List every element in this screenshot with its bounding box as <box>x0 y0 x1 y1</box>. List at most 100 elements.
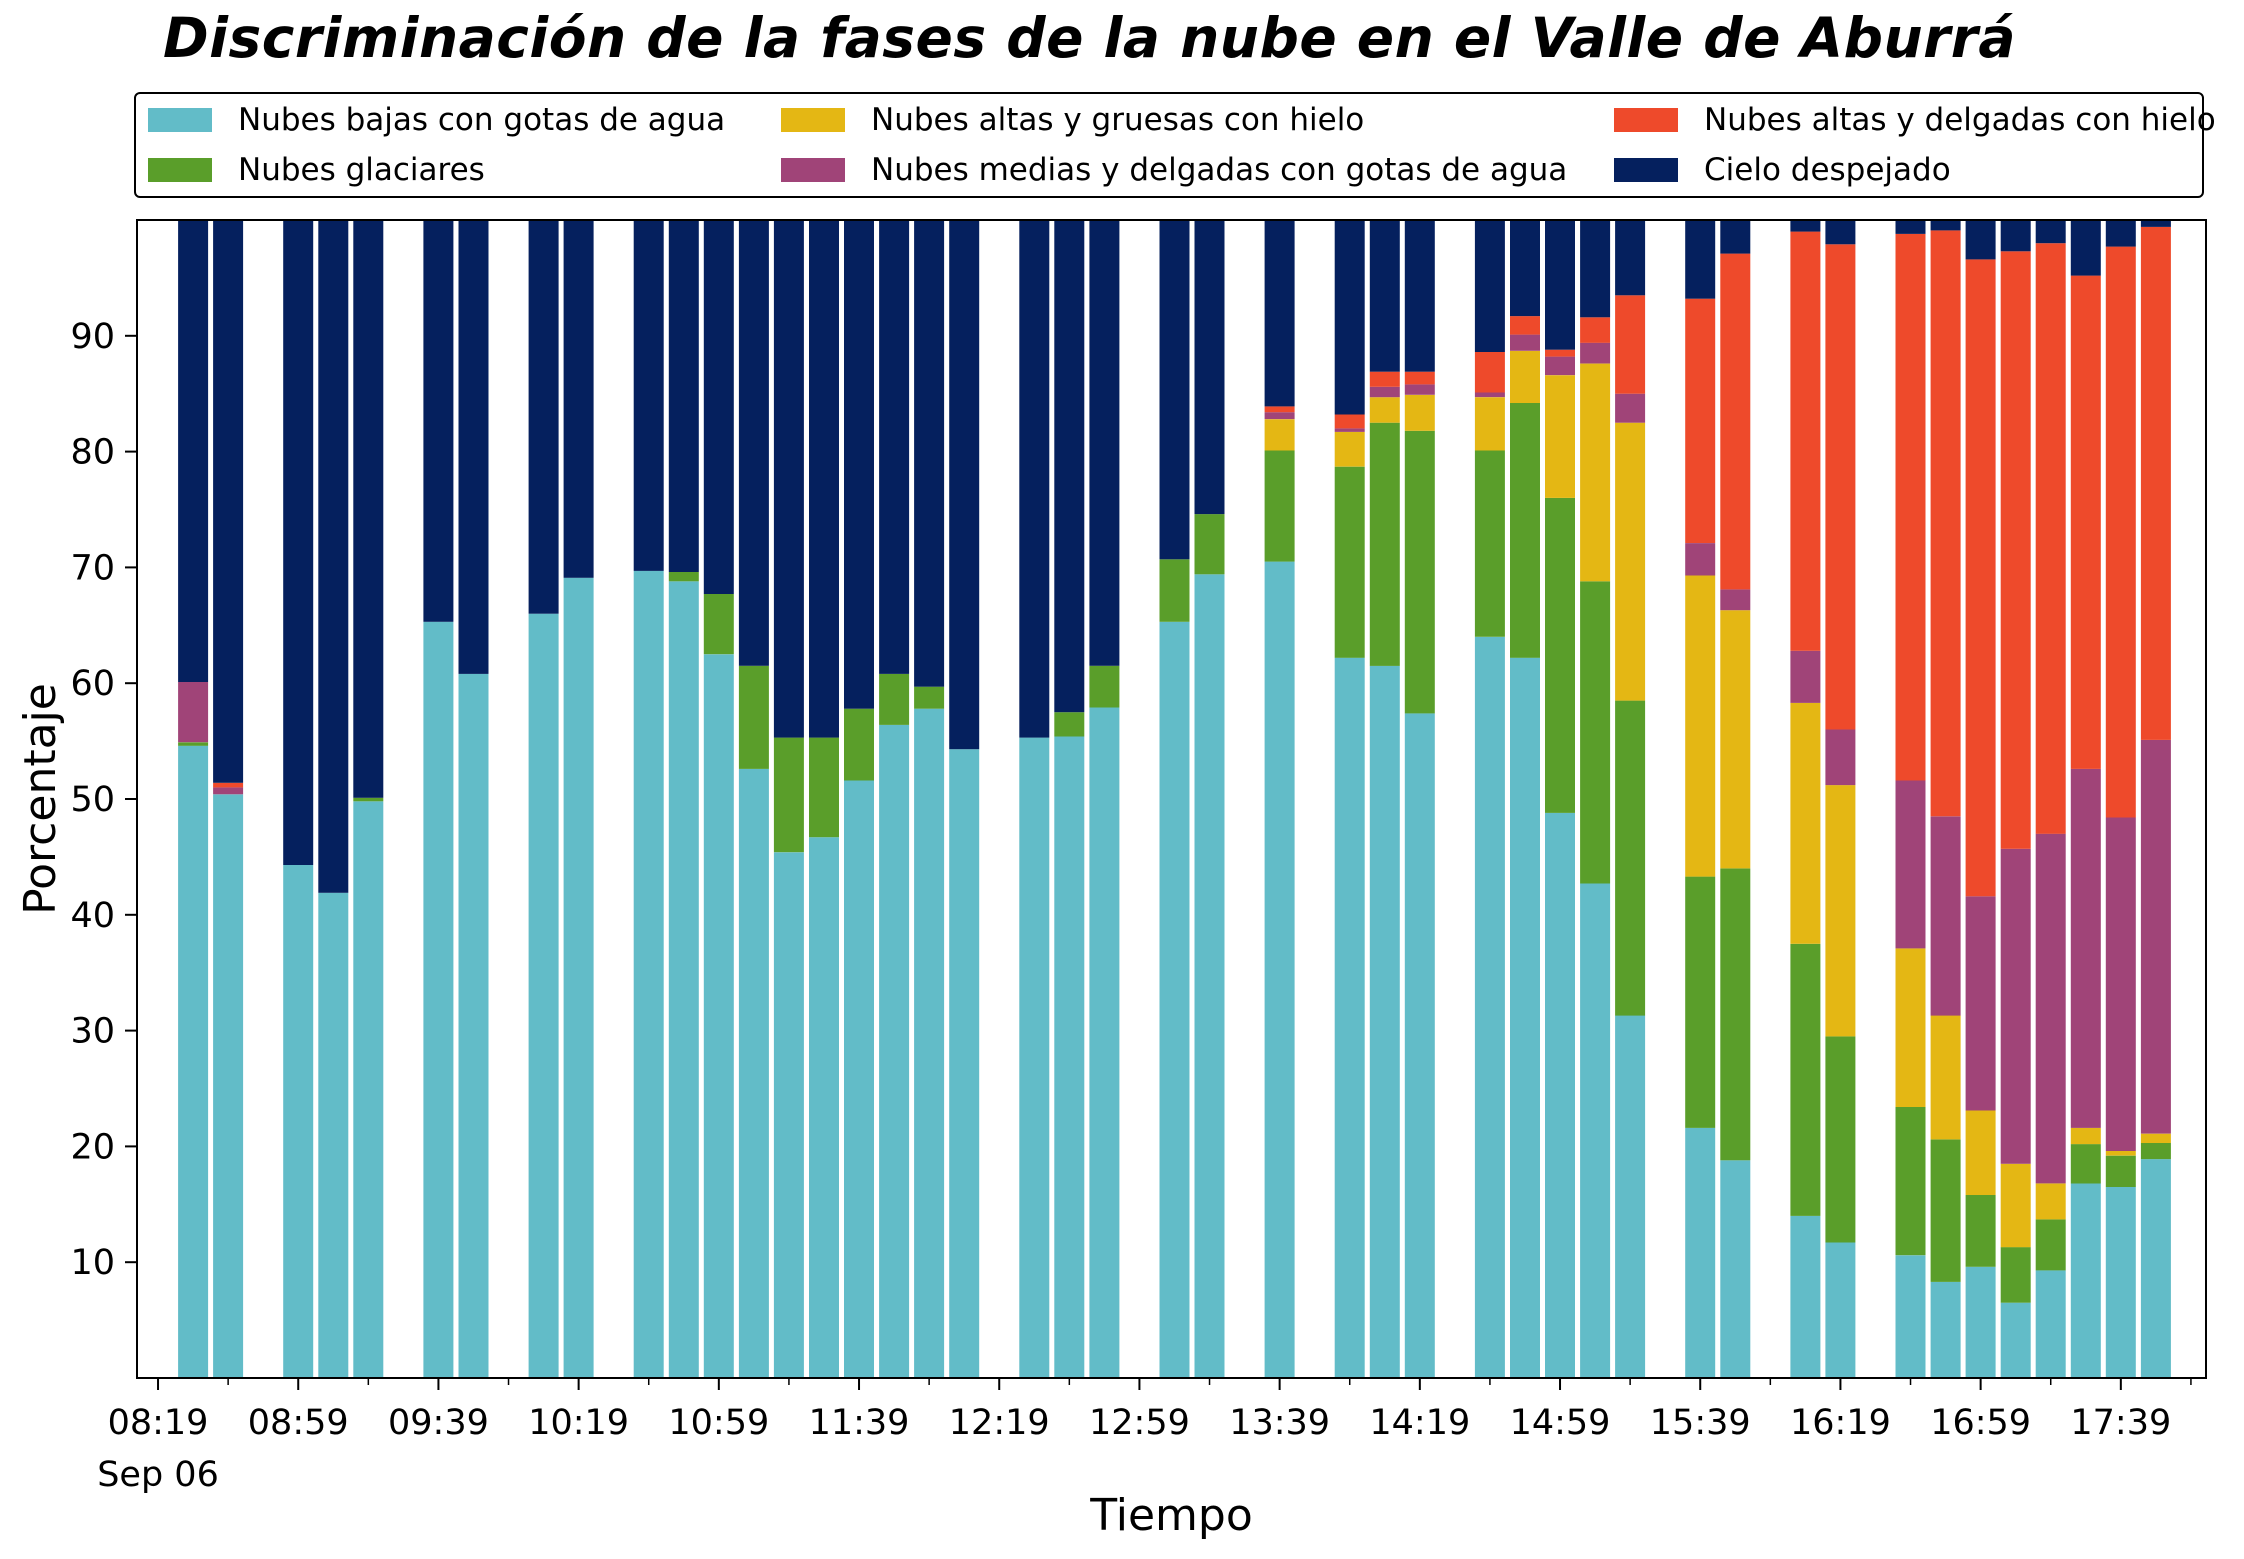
bar-segment <box>668 581 699 1378</box>
bar-segment <box>178 682 209 743</box>
bar-segment <box>879 673 910 725</box>
bar-segment <box>283 865 314 1378</box>
x-tick-label: 13:39 <box>1229 1403 1330 1443</box>
x-tick-label: 10:19 <box>528 1403 629 1443</box>
legend-label: Nubes bajas con gotas de agua <box>238 102 726 138</box>
legend-item: Nubes medias y delgadas con gotas de agu… <box>781 150 1567 190</box>
bar-segment <box>844 220 874 709</box>
y-tick-label: 50 <box>70 780 115 820</box>
bar-segment <box>1474 450 1505 637</box>
bar-segment <box>2140 1133 2171 1143</box>
x-tick-label: 08:59 <box>248 1403 349 1443</box>
bar-segment <box>178 745 209 1378</box>
y-tick-label: 40 <box>70 896 115 936</box>
bar-segment <box>563 220 594 578</box>
bar-segment <box>423 621 454 1378</box>
legend-swatch <box>1614 158 1678 182</box>
bar-segment <box>1054 712 1085 737</box>
bar-segment <box>949 220 980 750</box>
legend-label: Nubes altas y gruesas con hielo <box>871 102 1365 138</box>
bar-segment <box>2000 251 2031 849</box>
legend-item: Nubes glaciares <box>148 150 485 190</box>
bar-segment <box>2105 1186 2136 1378</box>
bar-segment <box>1685 298 1716 543</box>
bar-segment <box>844 780 874 1378</box>
legend: Nubes bajas con gotas de agua Nubes glac… <box>134 92 2216 198</box>
x-tick-label: 14:19 <box>1369 1403 1470 1443</box>
x-tick-label: 15:39 <box>1650 1403 1751 1443</box>
bar-segment <box>949 749 980 1378</box>
x-tick-label: 16:19 <box>1790 1403 1891 1443</box>
bar-segment <box>1720 868 1751 1161</box>
y-tick-label: 60 <box>70 664 115 704</box>
bar-segment <box>914 686 945 709</box>
bar-segment <box>1019 220 1050 738</box>
bar-segment <box>1404 384 1435 395</box>
bar-segment <box>458 220 489 674</box>
bar-segment <box>1264 412 1295 420</box>
bar-segment <box>1825 1036 1856 1243</box>
x-tick-label: 09:39 <box>388 1403 489 1443</box>
x-tick-label: 17:39 <box>2070 1403 2171 1443</box>
bar-segment <box>1615 295 1646 394</box>
bar-segment <box>1790 943 1821 1216</box>
bar-segment <box>1965 1266 1996 1378</box>
bar-segment <box>1404 713 1435 1378</box>
bar-segment <box>353 801 384 1378</box>
bar-segment <box>1825 220 1856 245</box>
bar-segment <box>2070 220 2101 276</box>
legend-label: Cielo despejado <box>1704 152 1951 188</box>
y-tick-label: 70 <box>70 548 115 588</box>
bar-segment <box>1159 559 1190 622</box>
y-axis-label: Porcentaje <box>15 683 66 915</box>
bar-segment <box>914 708 945 1378</box>
bar-segment <box>1089 665 1120 708</box>
bar-segment <box>1825 785 1856 1037</box>
bar-segment <box>1615 393 1646 423</box>
bar-segment <box>1159 220 1190 560</box>
bar-segment <box>1545 497 1575 813</box>
bar-segment <box>2070 768 2101 1128</box>
bar-segment <box>1194 574 1225 1378</box>
bar-segment <box>773 220 804 738</box>
bar-segment <box>1369 422 1400 666</box>
bar-segment <box>1334 220 1365 415</box>
bar-segment <box>1264 220 1295 407</box>
legend-label: Nubes altas y delgadas con hielo <box>1704 102 2216 138</box>
bar-segment <box>1194 220 1225 515</box>
bar-segment <box>703 594 734 655</box>
bar-segment <box>1510 334 1540 351</box>
axes-layer: 10 20 30 40 50 60 70 80 90 08:19 08:59 09:39 10:19 10… <box>70 317 2192 1495</box>
bar-segment <box>1685 876 1716 1128</box>
bar-segment <box>528 220 559 614</box>
bar-segment <box>1404 371 1435 385</box>
bar-segment <box>1019 737 1050 1378</box>
bar-segment <box>809 220 839 738</box>
bar-segment <box>1580 220 1611 318</box>
bar-segment <box>318 892 349 1378</box>
bar-segment <box>1720 589 1751 611</box>
bar-segment <box>1089 220 1120 666</box>
bar-segment <box>1965 1195 1996 1267</box>
bar-segment <box>2105 220 2136 247</box>
bar-segment <box>1510 316 1540 335</box>
y-tick-label: 90 <box>70 317 115 357</box>
chart-title: Discriminación de la fases de la nube en… <box>163 6 2017 70</box>
bar-segment <box>1720 1160 1751 1378</box>
bar-segment <box>1965 1110 1996 1195</box>
legend-swatch <box>1614 108 1678 132</box>
legend-swatch <box>781 158 845 182</box>
bar-segment <box>2105 1151 2136 1156</box>
bar-segment <box>914 220 945 687</box>
legend-swatch <box>148 158 212 182</box>
bar-segment <box>1474 397 1505 451</box>
bar-segment <box>2140 226 2171 740</box>
bar-segment <box>2035 1219 2066 1271</box>
legend-item: Nubes altas y gruesas con hielo <box>781 100 1364 140</box>
bar-segment <box>1510 403 1540 658</box>
bar-segment <box>633 220 664 571</box>
bar-segment <box>178 220 209 682</box>
legend-item: Nubes bajas con gotas de agua <box>148 100 725 140</box>
bar-segment <box>879 220 910 674</box>
bar-segment <box>2140 1142 2171 1160</box>
